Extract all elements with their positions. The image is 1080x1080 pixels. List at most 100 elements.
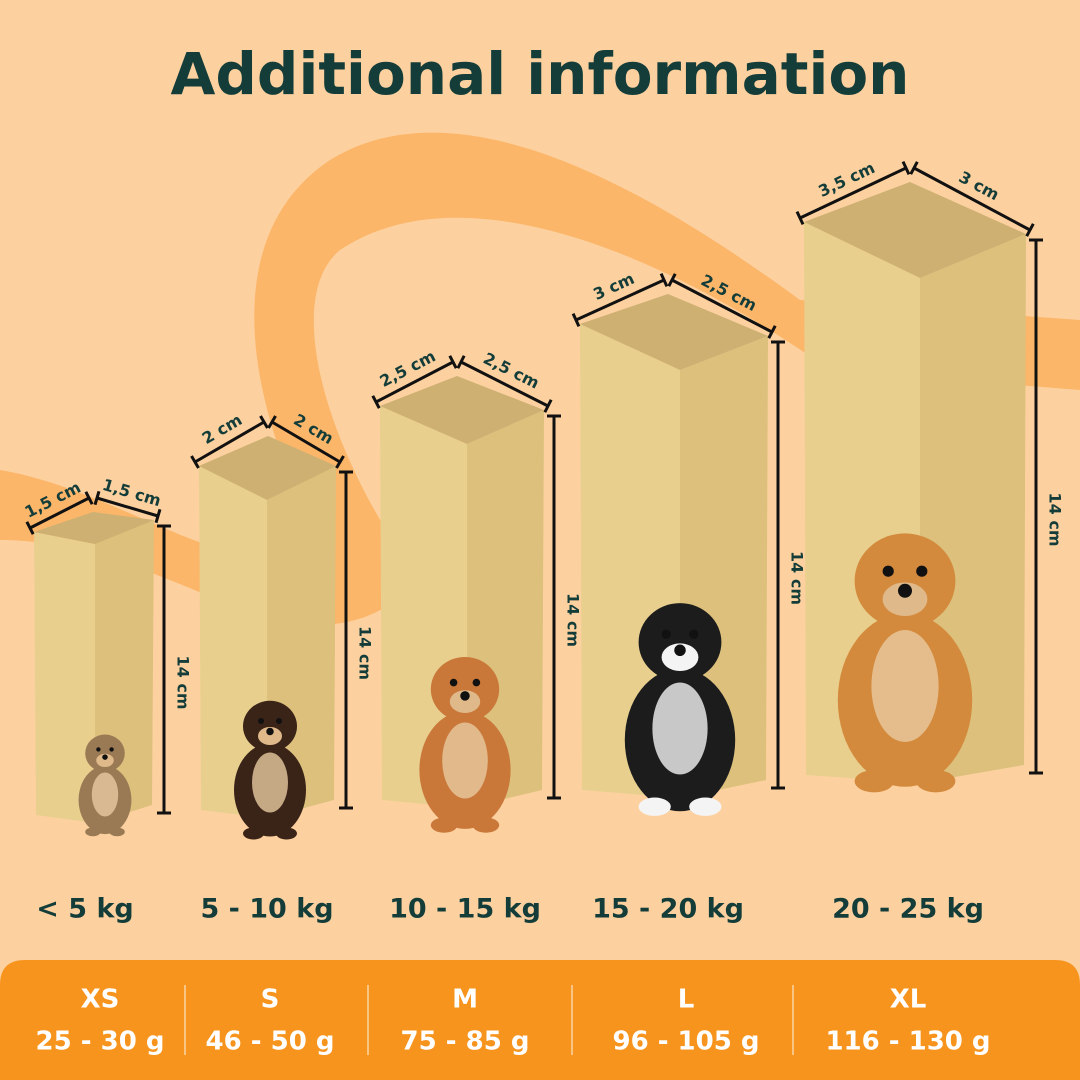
measure-line (96, 496, 159, 518)
dog-eye (449, 678, 458, 687)
chew-top (580, 294, 768, 370)
dog-head (638, 603, 722, 682)
dog-eye (882, 565, 894, 577)
chew-top (34, 512, 154, 544)
dog (419, 656, 511, 833)
title: Additional information (171, 40, 910, 108)
grams-label: 46 - 50 g (206, 1027, 335, 1057)
measure-line (194, 420, 265, 464)
dog-paw (85, 827, 101, 837)
dog-muzzle (96, 753, 114, 767)
dog-head (854, 533, 956, 629)
dog-nose (460, 691, 470, 701)
dog (624, 603, 736, 816)
dog-eye (689, 629, 699, 639)
dog-eye (109, 747, 114, 752)
measure-line (799, 166, 907, 220)
size-label: XS (81, 985, 120, 1015)
swoosh (0, 132, 1080, 625)
measure-cap (659, 273, 669, 287)
dog-paw (638, 797, 671, 816)
dog (78, 734, 132, 837)
size-label: M (452, 985, 478, 1015)
measure-cap (371, 395, 381, 409)
dog-muzzle (882, 582, 928, 616)
measure-cap (93, 490, 101, 506)
dog-eye (472, 678, 481, 687)
dog-paw (689, 797, 722, 816)
measure-line (271, 420, 341, 464)
measure-cap (901, 161, 911, 175)
weight-label: 20 - 25 kg (832, 894, 984, 925)
dog-eye (661, 629, 671, 639)
measure-cap (448, 355, 458, 369)
dog-nose (898, 583, 912, 598)
measure-cap (767, 325, 777, 339)
weight-label: 10 - 15 kg (389, 894, 541, 925)
dog-head (85, 734, 125, 772)
measure-cap (795, 211, 805, 225)
measure-line (460, 360, 549, 408)
grams-label: 75 - 85 g (401, 1027, 530, 1057)
dog-muzzle (258, 727, 282, 745)
dog (837, 533, 973, 793)
weight-label: 15 - 20 kg (592, 894, 744, 925)
height-label: 14 cm (1046, 493, 1065, 547)
dog-chest (442, 722, 488, 799)
dog-eye (916, 565, 928, 577)
measure-cap (154, 508, 162, 524)
chew-top (804, 182, 1026, 278)
dog-paw (109, 827, 125, 837)
dog-head (430, 656, 500, 722)
size-label: L (678, 985, 695, 1015)
measure-cap (190, 455, 200, 469)
weight-label: < 5 kg (36, 894, 134, 925)
dog-chest (871, 630, 939, 742)
dog-paw (243, 827, 264, 840)
dog-muzzle (449, 690, 481, 713)
measure-cap (259, 415, 269, 429)
measure-line (671, 278, 773, 334)
height-label: 14 cm (564, 593, 583, 647)
dog-muzzle (661, 643, 699, 671)
dog-eye (258, 718, 264, 724)
grams-label: 116 - 130 g (825, 1027, 990, 1057)
measure-line (29, 496, 90, 530)
measure-cap (571, 313, 581, 327)
measure-line (375, 360, 454, 404)
weight-label: 5 - 10 kg (200, 894, 333, 925)
measure-line (575, 278, 665, 322)
dog-head (243, 700, 297, 752)
grams-label: 96 - 105 g (612, 1027, 759, 1057)
measure-cap (543, 399, 553, 413)
size-label: S (261, 985, 280, 1015)
measure-cap (909, 161, 919, 175)
measure-cap (1025, 223, 1035, 237)
dog-chest (652, 682, 708, 775)
dog (234, 700, 306, 840)
measure-cap (84, 491, 94, 505)
height-label: 14 cm (356, 626, 375, 680)
measure-cap (667, 273, 677, 287)
dog-paw (916, 770, 956, 793)
measure-cap (456, 355, 466, 369)
dog-paw (472, 817, 500, 833)
dog-chest (91, 772, 119, 817)
height-label: 14 cm (174, 656, 193, 710)
grams-label: 25 - 30 g (36, 1027, 165, 1057)
size-table: XS 25 - 30 g S 46 - 50 g M 75 - 85 g L 96 - 105… (36, 985, 991, 1057)
measure-cap (267, 415, 277, 429)
measure-cap (25, 521, 35, 535)
size-bar (0, 960, 1080, 1080)
dog-chest (252, 752, 288, 813)
dog-paw (430, 817, 458, 833)
chew-front (34, 532, 95, 823)
dog-nose (674, 644, 686, 657)
measure-cap (335, 455, 345, 469)
